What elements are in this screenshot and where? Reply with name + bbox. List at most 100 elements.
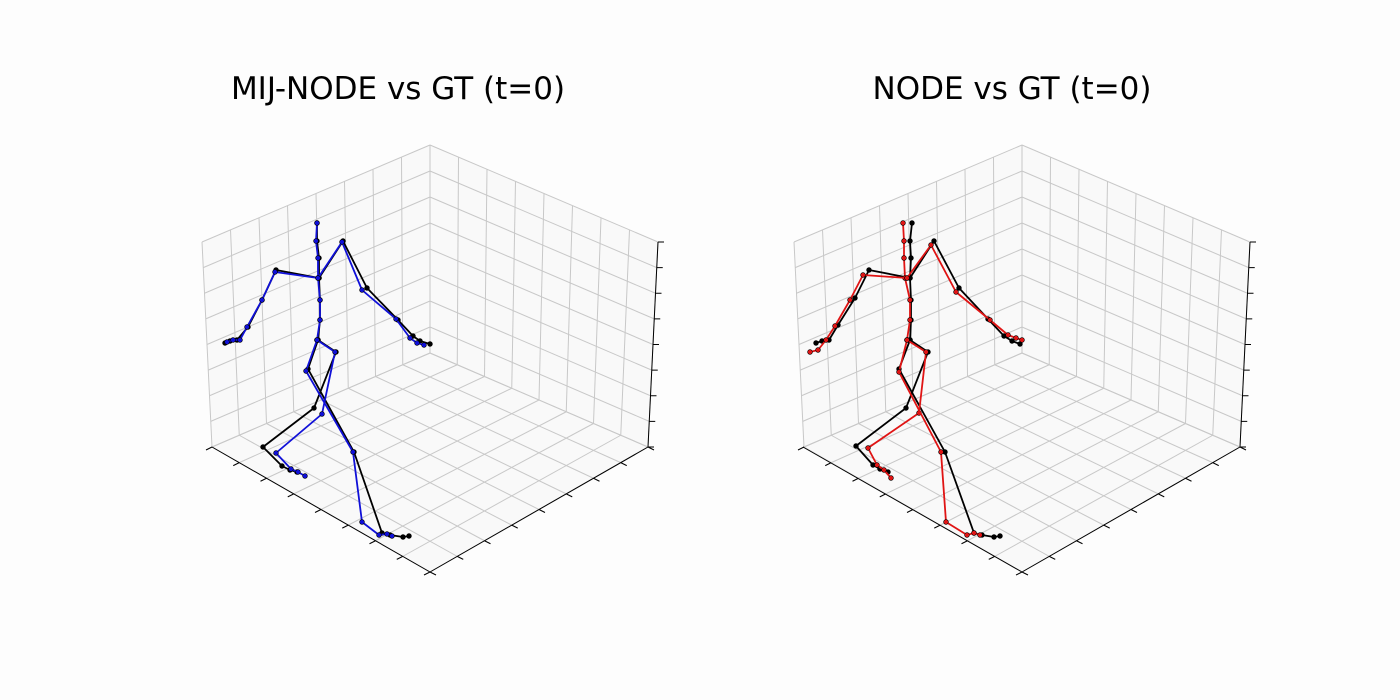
right-series-0-joint-0-2 [908, 255, 914, 261]
gridline [401, 157, 404, 365]
left-series-1-joint-4-2 [350, 449, 356, 455]
left-series-1-joint-4-5 [384, 531, 390, 537]
left-series-1-joint-1-2 [259, 297, 265, 303]
right-series-1-joint-3-6 [888, 475, 894, 481]
x-tick [988, 555, 995, 560]
gridline [795, 170, 1023, 269]
left-series-1-joint-1-4 [237, 337, 243, 343]
x-tick [396, 555, 403, 560]
left-series-1-joint-3-3 [273, 450, 279, 456]
right-series-1-joint-2-4 [1005, 332, 1011, 338]
left-series-1-joint-0-5 [317, 317, 323, 323]
left-ticks [205, 241, 664, 576]
right-series-1-joint-1-5 [815, 347, 821, 353]
right-series-1-joint-4-6 [977, 532, 983, 538]
y-tick [1103, 524, 1110, 529]
gridline [429, 144, 659, 243]
gridline [912, 399, 1132, 510]
left-series-0-joint-4-5 [400, 534, 406, 540]
left-series-0-joint-3-3 [260, 444, 266, 450]
left-series-1-joint-3-4 [288, 466, 294, 472]
gridline [375, 376, 594, 479]
x-tick [852, 477, 859, 482]
left-series-1 [224, 220, 427, 539]
right-series-1-joint-1-6 [807, 349, 813, 355]
right-series-1-joint-0-1 [901, 238, 907, 244]
y-tick [538, 509, 546, 513]
right-series-0-joint-4-6 [997, 533, 1003, 539]
gridline [967, 423, 1186, 542]
right-axes-box [793, 144, 1256, 576]
x-tick [314, 509, 322, 513]
y-tick [1021, 571, 1029, 576]
right-series-0-joint-1-1 [866, 267, 872, 273]
y-tick [1076, 540, 1083, 545]
gridline [206, 248, 431, 345]
right-series-0-joint-2-5 [1009, 338, 1015, 344]
right-series-0-joint-0-0 [909, 220, 915, 226]
left-series-1-joint-2-4 [407, 335, 413, 341]
x-tick [879, 493, 886, 498]
gridline [940, 387, 1159, 495]
y-tick [511, 524, 518, 529]
gridline [964, 169, 968, 377]
right-series-0-joint-3-3 [853, 443, 859, 449]
y-tick [620, 462, 627, 467]
y-tick [566, 493, 573, 498]
left-series-1-joint-4-1 [303, 368, 309, 374]
right-series-1-joint-3-4 [874, 462, 880, 468]
left-series-1-joint-1-5 [230, 337, 236, 343]
gridline [565, 205, 573, 412]
y-tick [429, 571, 437, 576]
left-series-1-joint-3-6 [302, 473, 308, 479]
left-series-1-joint-3-2 [319, 411, 325, 417]
left-series-1-joint-4-6 [389, 533, 395, 539]
right-series-1 [807, 220, 1025, 538]
left-series-1-joint-0-4 [317, 297, 323, 303]
x-tick [961, 540, 968, 545]
x-tick [205, 446, 213, 451]
gridline [344, 181, 349, 389]
gridline [793, 144, 1023, 243]
left-series-1-joint-4-3 [359, 519, 365, 525]
gridline [620, 229, 630, 436]
y-tick [1049, 555, 1056, 560]
x-tick [934, 524, 941, 529]
left-series-0-joint-2-6 [427, 341, 433, 347]
gridline [1212, 229, 1222, 436]
left-series-1-joint-3-1 [332, 349, 338, 355]
right-series-1-joint-4-3 [943, 519, 949, 525]
gridline [201, 144, 431, 243]
left-series-1-joint-3-5 [295, 469, 301, 475]
y-tick [1158, 493, 1165, 498]
gridline [429, 196, 656, 294]
gridline [1021, 144, 1251, 243]
gridline [936, 181, 941, 389]
x-tick [342, 524, 349, 529]
y-tick [1212, 462, 1219, 467]
y-tick [647, 446, 655, 451]
right-series-1-joint-2-1 [928, 242, 934, 248]
gridline [429, 170, 657, 269]
right-series-1-joint-0-5 [907, 317, 913, 323]
x-tick [233, 462, 240, 467]
right-series-0-joint-1-2 [852, 295, 858, 301]
gridline [1021, 248, 1246, 345]
subplot-left: MIJ-NODE vs GT (t=0) [201, 71, 664, 576]
gridline [967, 376, 1186, 479]
right-series-1-joint-1-2 [847, 297, 853, 303]
x-tick [1015, 571, 1023, 576]
left-series-1-joint-1-1 [272, 269, 278, 275]
right-series-1-joint-0-4 [907, 297, 913, 303]
gridline [1157, 205, 1165, 412]
right-series-0-joint-2-2 [956, 285, 962, 291]
x-tick [797, 446, 805, 451]
gridline [1021, 352, 1241, 448]
gridline [1021, 222, 1247, 320]
gridline [994, 364, 1213, 464]
gridline [203, 170, 431, 269]
right-floor-pane [803, 353, 1240, 572]
x-tick [423, 571, 431, 576]
right-series-1-joint-2-0 [904, 275, 910, 281]
y-tick [1239, 446, 1247, 451]
